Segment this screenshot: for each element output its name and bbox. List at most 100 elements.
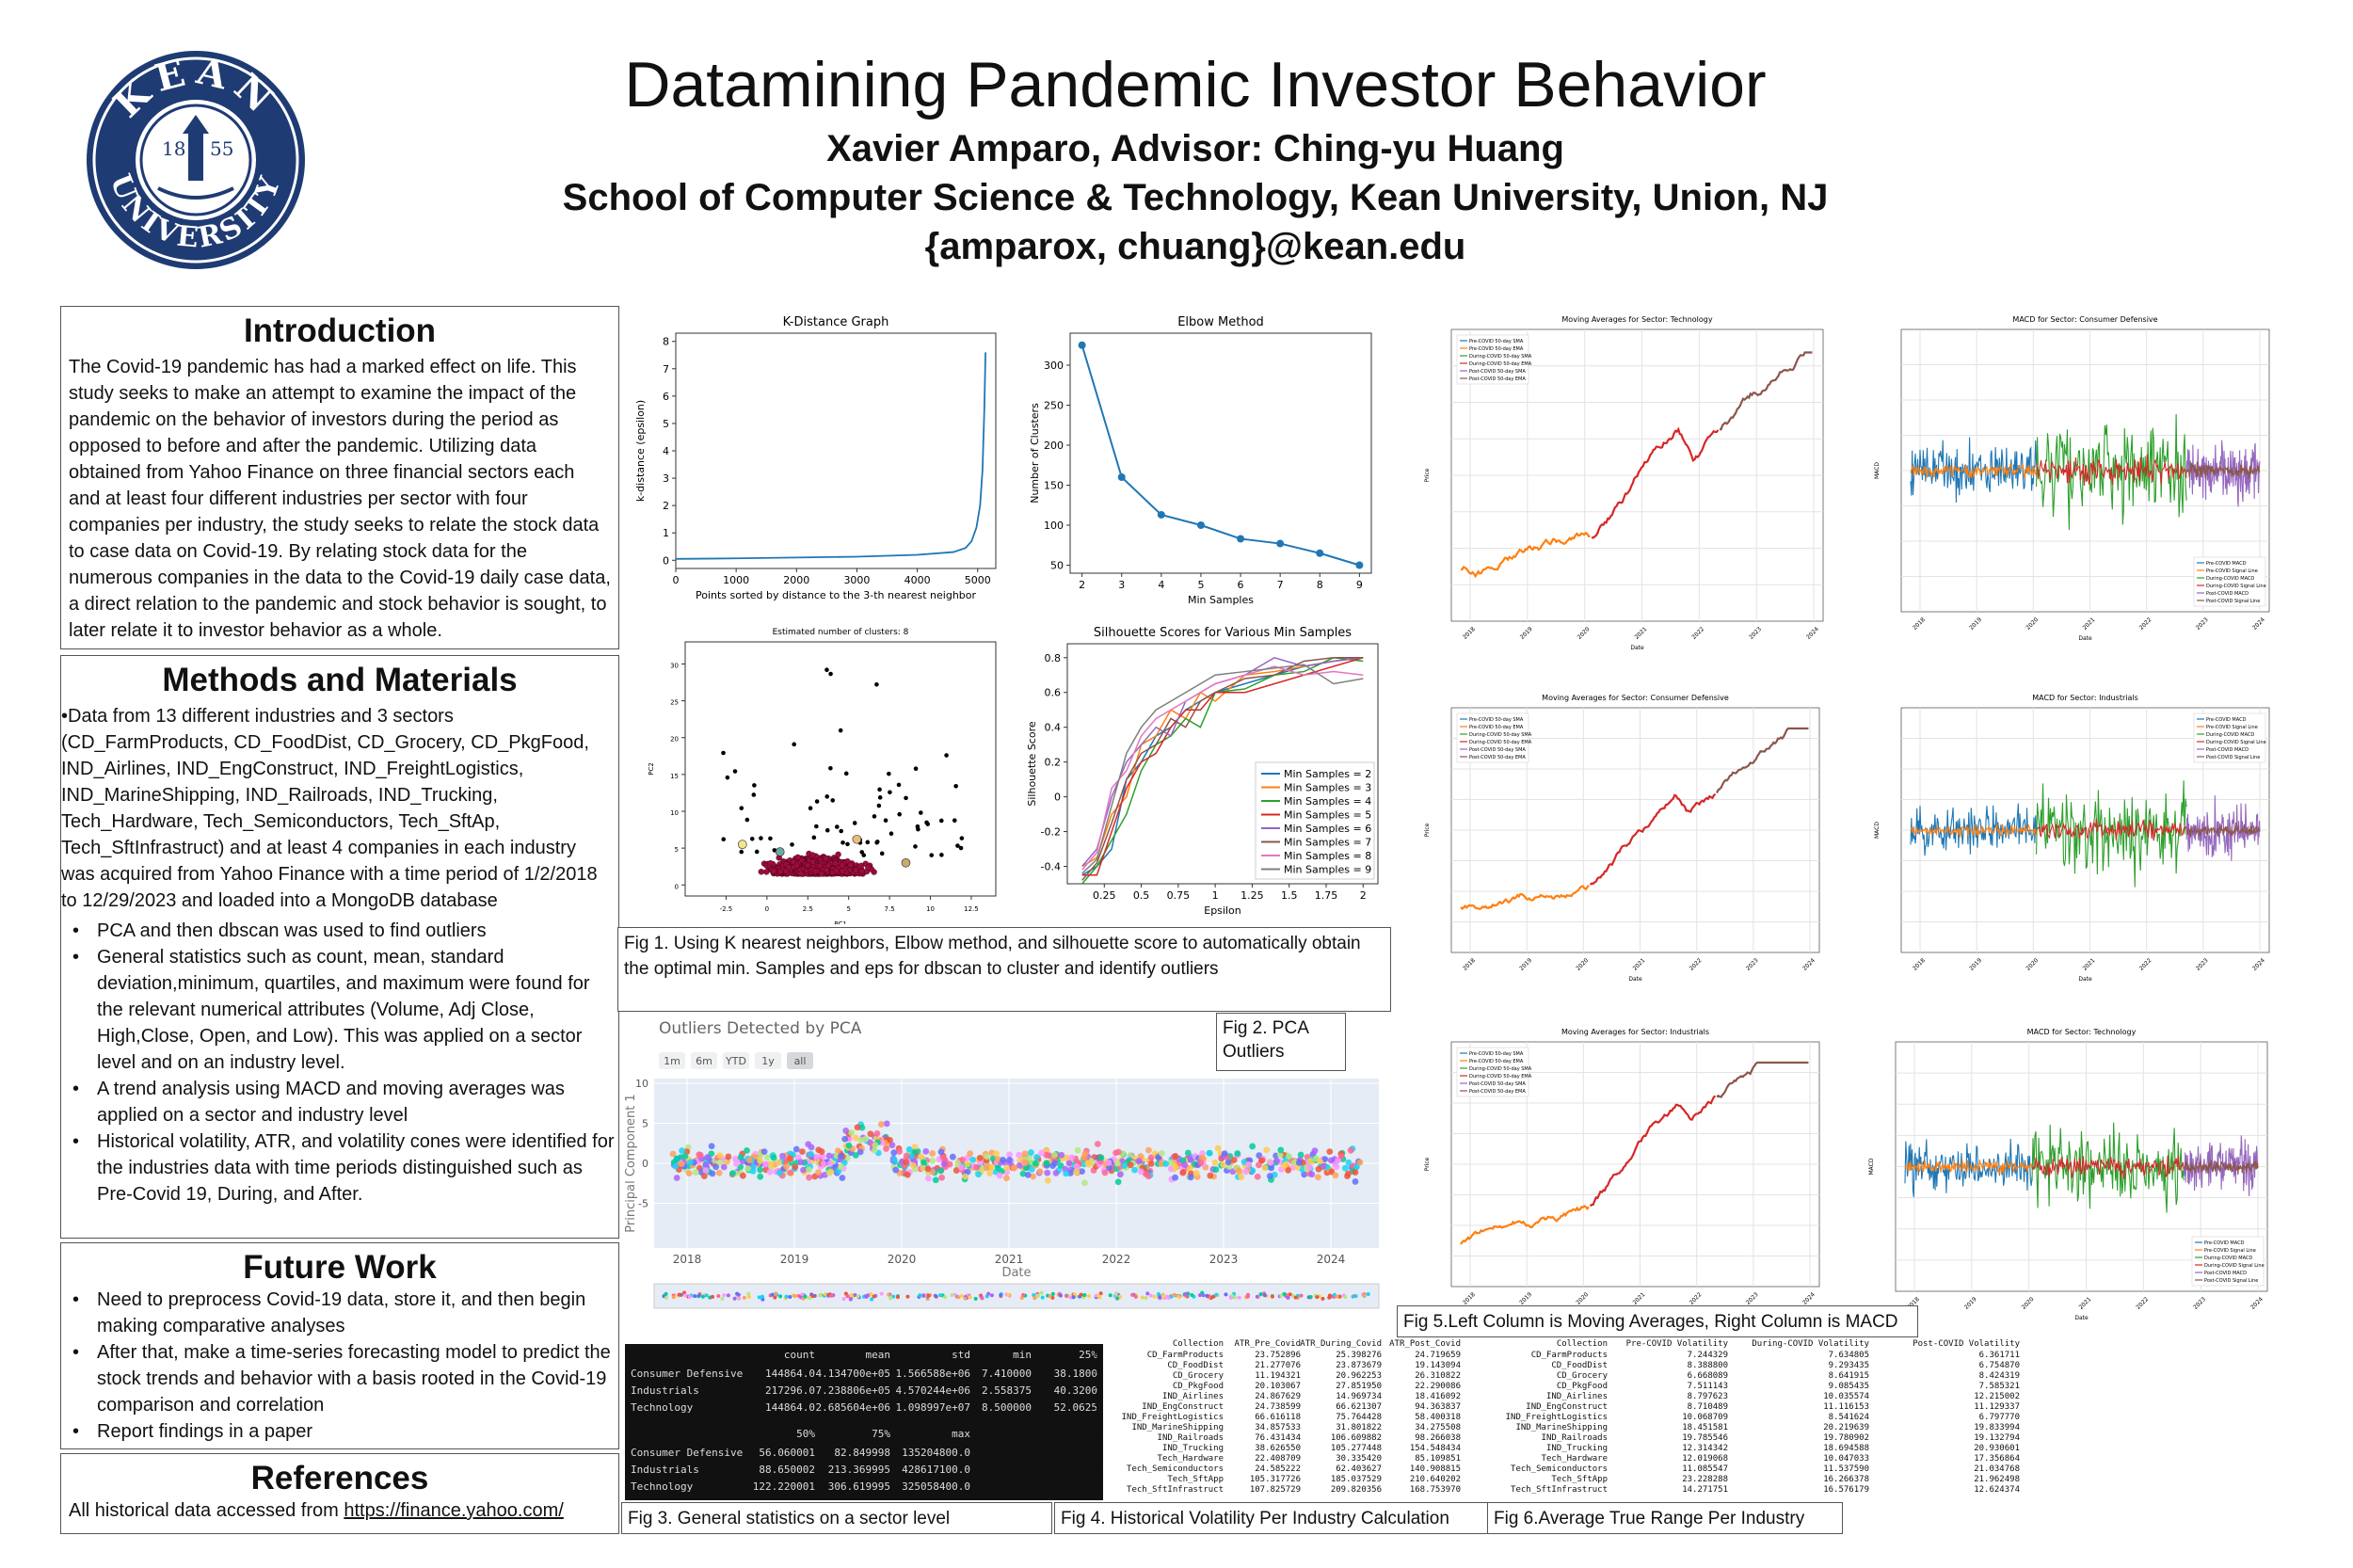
pca-point — [957, 1163, 965, 1171]
x-tick-label: 0.75 — [1167, 889, 1191, 902]
table-cell: 76.431434 — [1255, 1433, 1301, 1443]
x-tick-label: 2024 — [2251, 957, 2266, 972]
pca-point — [1172, 1174, 1178, 1181]
pca-point — [1051, 1151, 1059, 1159]
y-tick-label: 7 — [663, 363, 669, 376]
pca-point — [1003, 1164, 1011, 1172]
table-cell: 6.361711 — [1979, 1351, 2020, 1360]
cluster-point — [833, 867, 840, 874]
pca-point — [1221, 1150, 1228, 1158]
noise-point — [790, 842, 794, 847]
slider-point — [999, 1293, 1003, 1298]
range-button[interactable] — [659, 1052, 685, 1069]
table-cell: 5 — [1095, 1402, 1099, 1412]
table-cell: 8.641915 — [1829, 1371, 1869, 1381]
slider-point — [1144, 1295, 1148, 1300]
moving-average-line — [1460, 884, 1590, 910]
pca-point — [1043, 1160, 1050, 1167]
table-cell: 21.034768 — [1974, 1464, 2020, 1474]
y-axis-label: k-distance (epsilon) — [634, 400, 647, 502]
x-tick-label: 2022 — [2138, 957, 2153, 972]
legend-label: Pre-COVID 50-day SMA — [1469, 717, 1524, 723]
slider-point — [824, 1292, 828, 1297]
pca-point — [1321, 1156, 1329, 1163]
x-tick-label: 2020 — [1575, 957, 1590, 972]
pca-point — [920, 1164, 927, 1172]
pca-point — [1186, 1165, 1193, 1173]
chart-title: Outliers Detected by PCA — [659, 1019, 862, 1038]
pca-point — [685, 1170, 693, 1176]
slider-point — [760, 1297, 765, 1302]
introduction-text: The Covid-19 pandemic has had a marked e… — [69, 357, 611, 641]
pca-point — [744, 1146, 750, 1154]
noise-point — [759, 836, 763, 840]
pca-point — [1068, 1154, 1076, 1161]
table-header: max — [952, 1428, 970, 1440]
yahoo-finance-link[interactable]: https://finance.yahoo.com/ — [344, 1500, 564, 1521]
range-button[interactable] — [723, 1052, 749, 1069]
noise-point — [824, 794, 830, 799]
cluster-point — [797, 870, 804, 877]
atr-industry-svg: Collection Pre-COVID Volatility During-COV… — [1506, 1339, 2021, 1495]
table-header: mean — [866, 1349, 891, 1361]
fig2-caption: Fig 2. PCA Outliers — [1216, 1013, 1346, 1071]
legend-label: Pre-COVID 50-day EMA — [1469, 1059, 1524, 1064]
pca-point — [852, 1134, 859, 1142]
pca-point — [903, 1159, 910, 1166]
pca-point — [959, 1156, 967, 1163]
y-axis-label: MACD — [1874, 462, 1881, 479]
pca-point — [857, 1137, 865, 1144]
x-axis-label: Date — [2078, 976, 2092, 983]
pca-point — [1113, 1160, 1121, 1167]
table-cell: 19.833994 — [1974, 1423, 2020, 1432]
slider-point — [1148, 1293, 1153, 1298]
table-cell: 10.047033 — [1823, 1454, 1869, 1464]
pca-point — [818, 1148, 825, 1155]
range-button[interactable] — [787, 1052, 813, 1069]
slider-point — [1210, 1294, 1215, 1299]
range-button[interactable] — [691, 1052, 717, 1069]
noise-point — [824, 827, 830, 833]
slider-point — [926, 1293, 931, 1298]
range-button[interactable] — [755, 1052, 781, 1069]
pca-point — [837, 1153, 844, 1160]
pca-point — [842, 1127, 850, 1134]
table-cell: Tech_SftInfrastruct — [1511, 1485, 1608, 1495]
y-tick-label: -0.2 — [1041, 826, 1061, 839]
table-header: count — [784, 1349, 815, 1361]
macd-line — [1910, 437, 2038, 503]
slider-point — [778, 1294, 783, 1299]
x-tick-label: 7 — [1277, 579, 1284, 591]
chart-title: Moving Averages for Sector: Industrials — [1561, 1028, 1709, 1036]
slider-point — [671, 1295, 676, 1300]
y-tick-label: 0 — [642, 1158, 648, 1170]
pca-point — [702, 1167, 710, 1175]
slider-point — [1108, 1293, 1112, 1298]
fig1-caption: Fig 1. Using K nearest neighbors, Elbow … — [617, 927, 1391, 1012]
pca-point — [679, 1147, 685, 1154]
legend-label: During-COVID MACD — [2206, 576, 2254, 582]
table-cell: IND_FreightLogistics — [1506, 1413, 1608, 1422]
x-tick-label: 2019 — [1518, 1291, 1533, 1306]
pca-point — [1214, 1144, 1222, 1152]
table-cell: IND_EngConstruct — [1142, 1402, 1224, 1412]
k-distance-svg: K-Distance Graph 0 1000 2000 3000 4000 5000 0 1 2… — [634, 315, 997, 601]
slider-point — [891, 1294, 896, 1299]
moving-average-line — [1460, 1205, 1590, 1245]
pca-point — [1147, 1160, 1155, 1167]
pca-point — [700, 1173, 708, 1180]
x-axis-label: Date — [1630, 645, 1644, 651]
slider-point — [1184, 1291, 1189, 1296]
legend-box — [2193, 556, 2266, 607]
historical-volatility-table: Collection ATR_Pre_Covid ATR_During_Covid A… — [1092, 1336, 1478, 1498]
cluster-point — [776, 868, 784, 875]
pca-point — [1043, 1147, 1050, 1154]
pca-point — [1114, 1148, 1122, 1156]
macd-consumer-chart: MACD for Sector: Consumer Defensive 2018 2… — [1865, 309, 2285, 648]
plot-frame — [1069, 332, 1372, 574]
legend-label: Post-COVID MACD — [2206, 591, 2249, 597]
pca-point — [826, 1160, 834, 1167]
slider-point — [952, 1292, 957, 1297]
noise-point — [879, 851, 885, 856]
pca-point — [1345, 1159, 1353, 1166]
